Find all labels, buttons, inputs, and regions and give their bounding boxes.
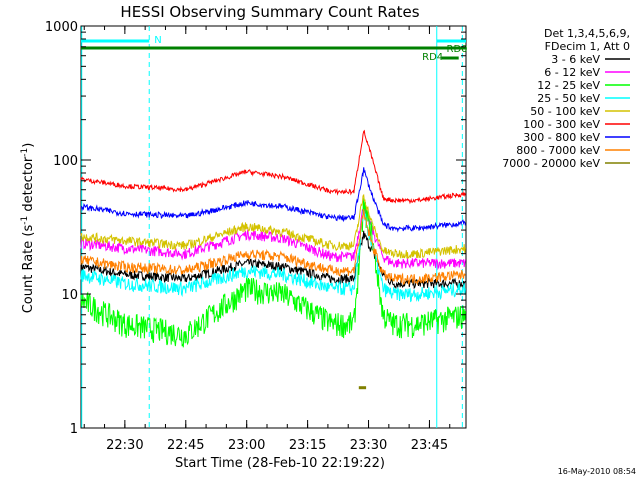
legend-label-6: 300 - 800 keV <box>523 131 600 144</box>
annotation-rd0: RD0 <box>447 44 468 55</box>
timestamp: 16-May-2010 08:54 <box>558 467 636 476</box>
y-axis-label-main: Count Rate (s <box>21 225 36 314</box>
series-line-7 <box>80 209 466 286</box>
x-axis-label: Start Time (28-Feb-10 22:19:22) <box>175 456 385 471</box>
series-line-1 <box>80 207 466 271</box>
legend-label-5: 100 - 300 keV <box>523 118 600 131</box>
y-tick-label: 10 <box>61 288 78 303</box>
legend-header-1: Det 1,3,4,5,6,9, <box>544 27 630 40</box>
legend-label-7: 800 - 7000 keV <box>516 144 600 157</box>
y-axis-label-mid: detector <box>21 156 36 216</box>
legend-header-2: FDecim 1, Att 0 <box>545 40 630 53</box>
y-axis-label-sup2: -1 <box>20 148 30 157</box>
legend-label-0: 3 - 6 keV <box>551 53 600 66</box>
series-line-3 <box>80 209 466 303</box>
tick-layer: 22:30 22:45 23:00 23:15 23:30 23:45 1 10 100 1000 <box>45 20 466 453</box>
series-layer <box>80 129 466 390</box>
series-line-2 <box>80 197 466 348</box>
x-tick-label: 22:30 <box>106 438 143 453</box>
legend: Det 1,3,4,5,6,9, FDecim 1, Att 0 3 - 6 k… <box>502 27 630 170</box>
annotation-rd4: RD4 <box>422 52 443 63</box>
series-line-5 <box>80 129 466 205</box>
x-tick-label: 22:45 <box>167 438 204 453</box>
plot-area <box>80 25 467 429</box>
y-tick-label: 1000 <box>45 20 78 35</box>
x-tick-label: 23:00 <box>228 438 265 453</box>
legend-label-2: 12 - 25 keV <box>537 79 600 92</box>
legend-label-3: 25 - 50 keV <box>537 92 600 105</box>
legend-label-8: 7000 - 20000 keV <box>502 157 600 170</box>
legend-label-1: 6 - 12 keV <box>544 66 600 79</box>
y-tick-label: 100 <box>53 154 78 169</box>
y-axis-label-end: ) <box>21 143 36 148</box>
series-line-4 <box>80 193 466 259</box>
annotation-layer: N RD0 RD4 <box>81 26 468 428</box>
x-tick-label: 23:45 <box>411 438 448 453</box>
chart-title: HESSI Observing Summary Count Rates <box>120 3 419 21</box>
x-tick-label: 23:30 <box>350 438 387 453</box>
legend-label-4: 50 - 100 keV <box>530 105 600 118</box>
series-line-6 <box>80 167 466 233</box>
annotation-n: N <box>154 35 161 46</box>
y-axis-label-sup1: -1 <box>20 216 30 225</box>
x-tick-label: 23:15 <box>289 438 326 453</box>
y-tick-label: 1 <box>70 422 78 437</box>
plot-frame <box>80 25 467 429</box>
y-axis-label: Count Rate (s-1 detector-1) <box>20 143 36 314</box>
